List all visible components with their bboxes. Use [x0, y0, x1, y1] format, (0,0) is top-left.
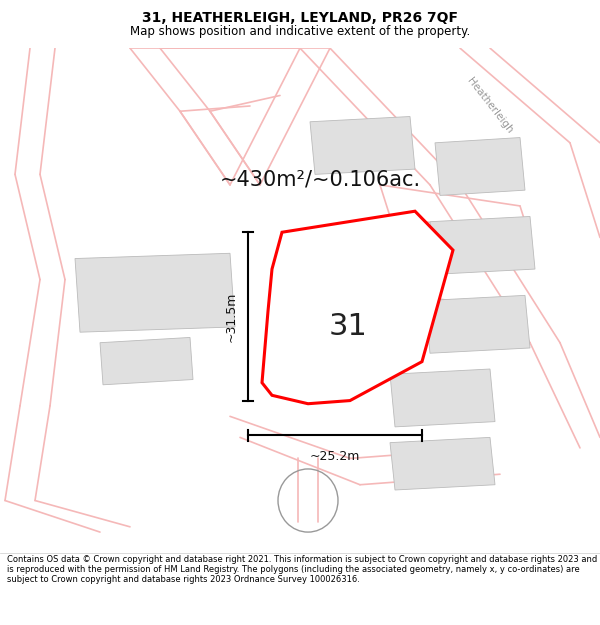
- Text: Map shows position and indicative extent of the property.: Map shows position and indicative extent…: [130, 24, 470, 38]
- Polygon shape: [295, 248, 405, 322]
- Polygon shape: [75, 253, 235, 332]
- Text: ~430m²/~0.106ac.: ~430m²/~0.106ac.: [220, 169, 421, 189]
- Polygon shape: [390, 438, 495, 490]
- Polygon shape: [390, 369, 495, 427]
- Polygon shape: [262, 211, 453, 404]
- Polygon shape: [425, 296, 530, 353]
- Polygon shape: [100, 338, 193, 385]
- Text: 31, HEATHERLEIGH, LEYLAND, PR26 7QF: 31, HEATHERLEIGH, LEYLAND, PR26 7QF: [142, 11, 458, 24]
- Text: Heatherleigh: Heatherleigh: [465, 76, 515, 136]
- Text: ~25.2m: ~25.2m: [310, 450, 360, 463]
- Text: ~31.5m: ~31.5m: [225, 291, 238, 342]
- Text: Contains OS data © Crown copyright and database right 2021. This information is : Contains OS data © Crown copyright and d…: [7, 554, 598, 584]
- Polygon shape: [430, 216, 535, 274]
- Text: 31: 31: [329, 312, 367, 341]
- Polygon shape: [310, 116, 415, 174]
- Text: Heatherleigh: Heatherleigh: [365, 281, 415, 341]
- Polygon shape: [435, 138, 525, 196]
